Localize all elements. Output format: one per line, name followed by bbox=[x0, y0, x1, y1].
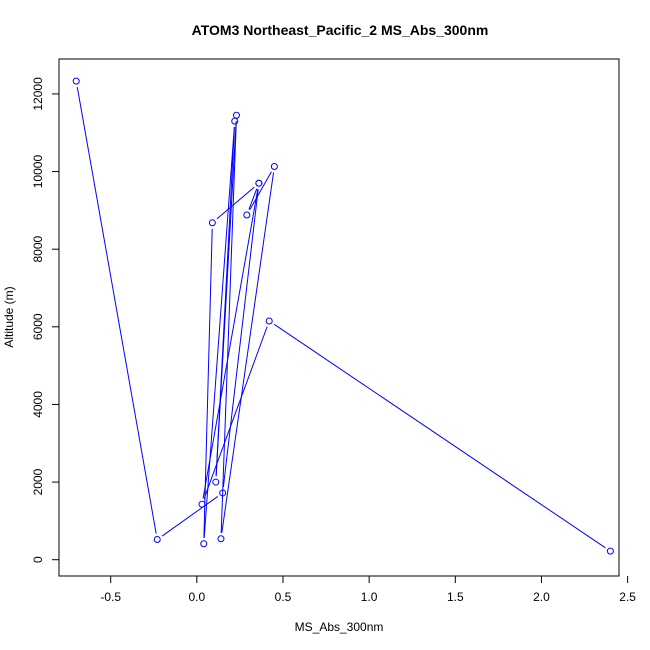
x-tick-label: -0.5 bbox=[100, 590, 121, 604]
series-line-segment bbox=[273, 323, 606, 549]
chart-title: ATOM3 Northeast_Pacific_2 MS_Abs_300nm bbox=[192, 22, 489, 38]
data-point bbox=[217, 535, 225, 543]
x-tick-label: 0.5 bbox=[275, 590, 292, 604]
data-point bbox=[72, 77, 80, 85]
series-line-segment bbox=[76, 86, 157, 534]
series-line-segment bbox=[161, 496, 219, 537]
data-point bbox=[606, 547, 614, 555]
x-axis: -0.5 0.0 0.5 1.0 1.5 2.0 2.5 bbox=[100, 576, 636, 604]
series-line-segment bbox=[216, 186, 255, 220]
data-point bbox=[212, 478, 220, 486]
data-point bbox=[219, 489, 227, 497]
data-point bbox=[200, 540, 208, 548]
x-tick-label: 1.0 bbox=[361, 590, 378, 604]
x-tick-label: 1.5 bbox=[447, 590, 464, 604]
y-axis: 0 2000 4000 6000 8000 10000 12000 bbox=[31, 77, 59, 563]
x-tick-label: 2.0 bbox=[533, 590, 550, 604]
x-axis-label: MS_Abs_300nm bbox=[295, 620, 384, 634]
y-axis-label: Altitude (m) bbox=[2, 286, 16, 347]
y-tick-label: 0 bbox=[31, 556, 45, 563]
data-point bbox=[208, 219, 216, 227]
y-tick-label: 10000 bbox=[31, 155, 45, 189]
series-line-segment bbox=[220, 121, 237, 533]
y-tick-label: 12000 bbox=[31, 77, 45, 111]
data-point bbox=[231, 117, 239, 125]
series-line-segment bbox=[203, 127, 235, 538]
series-line-segment bbox=[249, 171, 272, 211]
series-line-segment bbox=[221, 172, 275, 533]
data-point bbox=[265, 317, 273, 325]
data-point bbox=[270, 163, 278, 171]
data-point bbox=[153, 536, 161, 544]
series-line-segment bbox=[222, 189, 259, 488]
series-line-segment bbox=[215, 127, 235, 477]
x-tick-label: 2.5 bbox=[619, 590, 636, 604]
series-points bbox=[72, 77, 614, 555]
series-line-segment bbox=[202, 189, 259, 499]
y-tick-label: 8000 bbox=[31, 236, 45, 263]
data-point bbox=[255, 179, 263, 187]
data-point bbox=[243, 211, 251, 219]
y-tick-label: 4000 bbox=[31, 391, 45, 418]
plot-frame bbox=[58, 58, 620, 577]
y-tick-label: 2000 bbox=[31, 468, 45, 495]
data-point bbox=[198, 500, 206, 508]
y-tick-label: 6000 bbox=[31, 313, 45, 340]
series-line-segment bbox=[203, 326, 268, 499]
x-tick-label: 0.0 bbox=[189, 590, 206, 604]
series-lines bbox=[76, 86, 606, 549]
series-line-segment bbox=[248, 188, 258, 210]
